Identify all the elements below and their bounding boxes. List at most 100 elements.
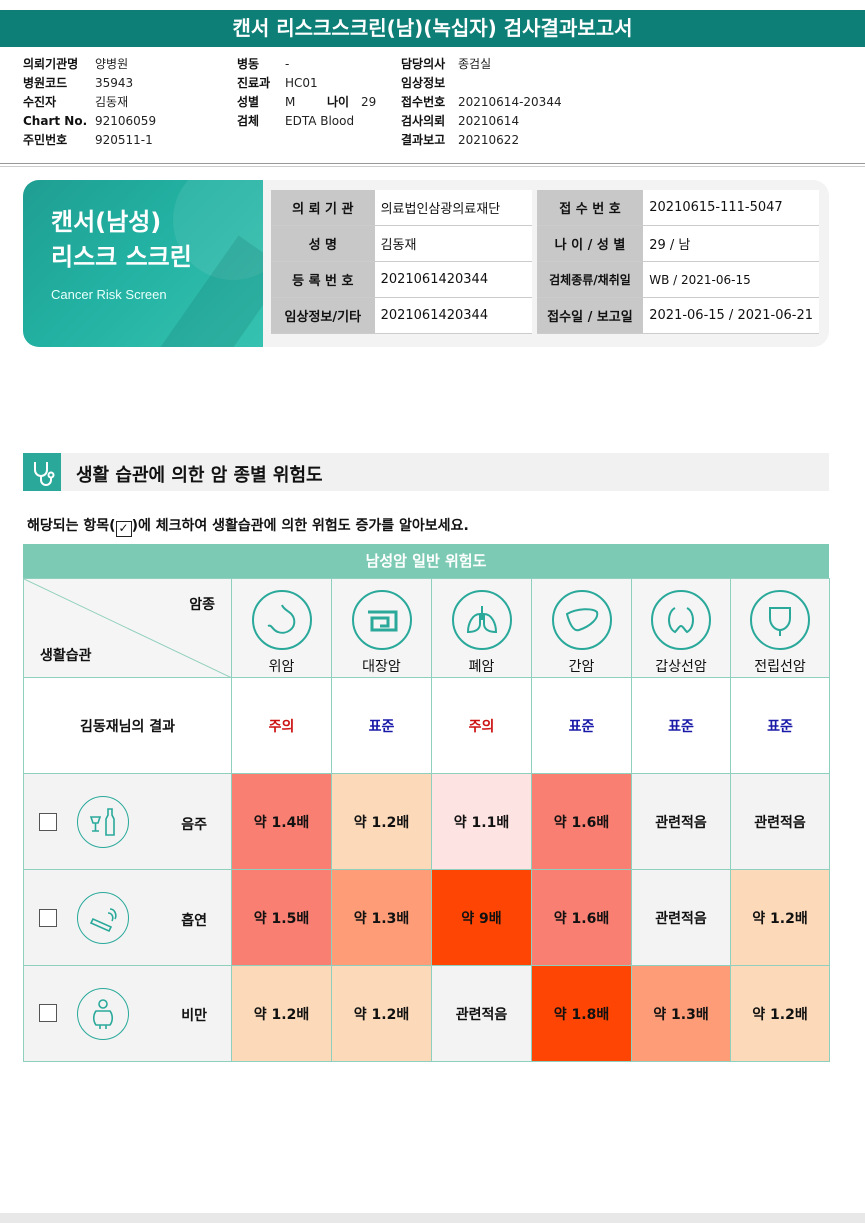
cancer-col-thyroid: 갑상선암 [631, 578, 731, 678]
header-value: M [285, 95, 296, 109]
prostate-icon [750, 590, 810, 650]
info-label: 접수일 / 보고일 [536, 297, 644, 334]
banner-brand-panel: 캔서(남성) 리스크 스크린 Cancer Risk Screen [23, 180, 263, 347]
header-value: 20210614-20344 [458, 95, 562, 109]
header-value: 20210622 [458, 133, 520, 147]
check-symbol-icon: ✓ [115, 521, 132, 537]
info-label: 나 이 / 성 별 [536, 225, 644, 262]
lung-icon [451, 590, 512, 650]
header-key: 임상정보 [401, 76, 446, 90]
risk-matrix: 암종 생활습관 위암 대장암 폐암 간암 갑상선암 전립선암 김동재님의 결과 [23, 578, 830, 1062]
risk-cell: 약 1.1배 [431, 773, 532, 870]
header-key: 성별 [237, 95, 260, 109]
header-value: 종검실 [458, 57, 492, 71]
header-col-2: 병동 - 진료과 HC01 성별 M 나이 29 검체 EDTA Blood [237, 55, 376, 131]
info-value: 20210615-111-5047 [643, 190, 819, 226]
cancer-col-liver: 간암 [531, 578, 632, 678]
info-value: 2021061420344 [374, 297, 533, 334]
cancer-name: 전립선암 [754, 659, 806, 675]
habit-row-alcohol: 음주 약 1.4배 약 1.2배 약 1.1배 약 1.6배 관련적음 관련적음 [23, 773, 830, 870]
age-label: 나이 [327, 95, 350, 109]
info-label: 접 수 번 호 [536, 190, 644, 226]
risk-cell: 약 9배 [431, 869, 532, 966]
cancer-name: 대장암 [362, 659, 401, 675]
obesity-icon [77, 988, 129, 1040]
info-label: 임상정보/기타 [271, 297, 375, 334]
header-key: 검사의뢰 [401, 114, 446, 128]
header-value: EDTA Blood [285, 114, 355, 128]
cancer-col-lung: 폐암 [431, 578, 532, 678]
header-value: 35943 [95, 76, 134, 90]
risk-cell: 관련적음 [730, 773, 830, 870]
risk-cell: 약 1.2배 [730, 869, 830, 966]
page-footer-bar [0, 1213, 865, 1223]
cancer-col-prostate: 전립선암 [730, 578, 830, 678]
gap [532, 225, 537, 262]
thyroid-icon [651, 590, 711, 650]
smoking-checkbox[interactable] [39, 909, 57, 927]
age-value: 29 [361, 95, 377, 109]
result-liver: 표준 [531, 677, 632, 774]
stomach-icon [251, 590, 312, 650]
habit-cell: 흡연 [23, 869, 232, 966]
header-value: 김동재 [95, 95, 129, 109]
header-value: 92106059 [95, 114, 157, 128]
habit-cell: 비만 [23, 965, 232, 1062]
header-key: 결과보고 [401, 133, 446, 147]
info-value: WB / 2021-06-15 [643, 261, 819, 298]
header-key: 수진자 [23, 95, 57, 109]
result-stomach: 주의 [231, 677, 332, 774]
result-colon: 표준 [331, 677, 432, 774]
header-key: 병원코드 [23, 76, 68, 90]
risk-cell: 약 1.2배 [331, 773, 432, 870]
obesity-checkbox[interactable] [39, 1004, 57, 1022]
cancer-name: 간암 [568, 659, 595, 675]
instruction-pre: 해당되는 항목( [27, 518, 116, 534]
habit-name: 음주 [181, 817, 207, 833]
result-prostate: 표준 [730, 677, 830, 774]
info-row: 성 명 김동재 나 이 / 성 별 29 / 남 [271, 225, 819, 262]
cancer-name: 갑상선암 [655, 659, 707, 675]
alcohol-checkbox[interactable] [39, 813, 57, 831]
matrix-title: 남성암 일반 위험도 [23, 544, 829, 578]
info-value: 김동재 [374, 225, 533, 262]
result-thyroid: 표준 [631, 677, 731, 774]
liver-icon [551, 590, 612, 650]
corner-cancer-label: 암종 [189, 597, 215, 613]
risk-cell: 약 1.4배 [231, 773, 332, 870]
risk-cell: 약 1.6배 [531, 773, 632, 870]
corner-habit-label: 생활습관 [40, 648, 92, 664]
banner-subtitle: Cancer Risk Screen [51, 287, 167, 302]
matrix-corner: 암종 생활습관 [23, 578, 232, 678]
patient-info-table: 의 뢰 기 관 의료법인삼광의료재단 접 수 번 호 20210615-111-… [271, 190, 819, 334]
stethoscope-icon [23, 453, 61, 491]
risk-cell: 관련적음 [631, 773, 731, 870]
header-key: 접수번호 [401, 95, 446, 109]
risk-cell: 관련적음 [631, 869, 731, 966]
risk-cell: 약 1.2배 [331, 965, 432, 1062]
result-label: 김동재님의 결과 [23, 677, 232, 774]
habit-name: 흡연 [181, 913, 207, 929]
cancer-col-stomach: 위암 [231, 578, 332, 678]
colon-icon [351, 590, 412, 650]
info-value: 의료법인삼광의료재단 [374, 190, 533, 226]
divider [0, 166, 865, 167]
habit-row-smoking: 흡연 약 1.5배 약 1.3배 약 9배 약 1.6배 관련적음 약 1.2배 [23, 869, 830, 966]
section-title: 생활 습관에 의한 암 종별 위험도 [76, 465, 323, 486]
info-row: 의 뢰 기 관 의료법인삼광의료재단 접 수 번 호 20210615-111-… [271, 190, 819, 226]
instruction-post: )에 체크하여 생활습관에 의한 위험도 증가를 알아보세요. [131, 518, 469, 534]
diagonal-line [24, 579, 232, 678]
cancer-name: 폐암 [468, 659, 495, 675]
info-label: 성 명 [271, 225, 375, 262]
header-col-3: 담당의사 종검실 임상정보 접수번호 20210614-20344 검사의뢰 2021… [401, 55, 562, 150]
report-title: 캔서 리스크스크린(남)(녹십자) 검사결과보고서 [0, 10, 865, 47]
header-key: 담당의사 [401, 57, 446, 71]
header-key: 주민번호 [23, 133, 68, 147]
divider [0, 163, 865, 164]
info-label: 검체종류/채취일 [536, 261, 644, 298]
header-key: 병동 [237, 57, 260, 71]
cancer-col-colon: 대장암 [331, 578, 432, 678]
header-key: Chart No. [23, 114, 88, 128]
habit-cell: 음주 [23, 773, 232, 870]
info-value: 2021-06-15 / 2021-06-21 [643, 297, 819, 334]
